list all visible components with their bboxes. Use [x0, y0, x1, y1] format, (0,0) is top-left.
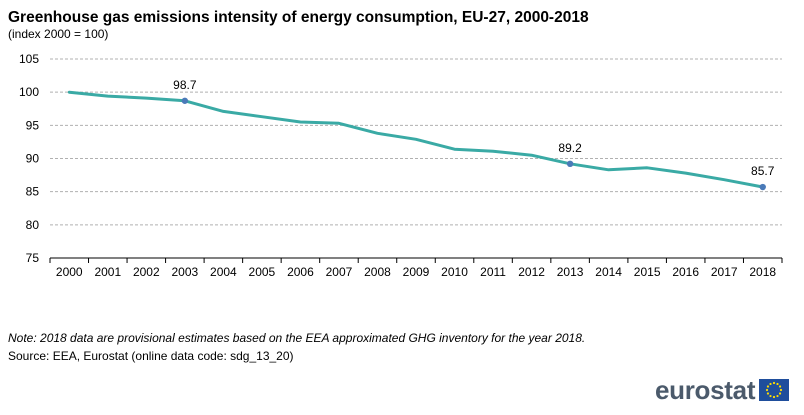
source-line: Source: EEA, Eurostat (online data code:… [8, 349, 294, 363]
flag-star [769, 382, 772, 386]
x-tick-label-2002: 2002 [133, 265, 160, 279]
y-tick-label-90: 90 [26, 152, 40, 166]
flag-star [779, 392, 782, 395]
flag-star [769, 394, 772, 398]
x-tick-label-2003: 2003 [171, 265, 198, 279]
x-tick-label-2014: 2014 [595, 265, 622, 279]
footnote: Note: 2018 data are provisional estimate… [8, 331, 586, 345]
x-tick-label-2009: 2009 [403, 265, 430, 279]
x-tick-label-2012: 2012 [518, 265, 545, 279]
data-point-2003 [181, 97, 189, 104]
y-tick-label-105: 105 [19, 52, 39, 66]
x-tick-label-2015: 2015 [634, 265, 661, 279]
x-tick-label-2005: 2005 [249, 265, 276, 279]
x-tick-label-2001: 2001 [94, 265, 121, 279]
data-point-2018 [759, 183, 766, 191]
y-tick-label-95: 95 [26, 118, 40, 132]
x-tick-label-2018: 2018 [749, 265, 776, 279]
logo-wordmark: eurostat [655, 375, 756, 405]
flag-star [767, 392, 770, 395]
data-label-2003: 98.7 [173, 78, 197, 92]
data-label-2013: 89.2 [558, 141, 582, 155]
chart-title: Greenhouse gas emissions intensity of en… [8, 9, 589, 26]
flag-star [776, 382, 779, 386]
flag-star [779, 385, 782, 388]
x-tick-label-2007: 2007 [326, 265, 353, 279]
eurostat-logo: eurostat [655, 375, 790, 405]
flag-star [767, 385, 770, 388]
gridlines [50, 58, 782, 226]
data-point-2013 [566, 160, 574, 168]
x-tick-label-2010: 2010 [441, 265, 468, 279]
x-tick-label-2017: 2017 [711, 265, 738, 279]
y-tick-label-75: 75 [26, 251, 40, 265]
flag-star [773, 381, 776, 385]
x-tick-label-2011: 2011 [480, 265, 506, 279]
flag-star [766, 388, 769, 392]
chart-subtitle: (index 2000 = 100) [8, 27, 109, 41]
x-tick-label-2004: 2004 [210, 265, 237, 279]
flag-star [773, 395, 776, 399]
data-label-2018: 85.7 [751, 164, 775, 178]
eu-flag-icon [759, 379, 790, 401]
x-tick-label-2016: 2016 [672, 265, 699, 279]
series [67, 90, 766, 191]
line-chart: 75 80 85 90 95 100 105 2000 2001 2002 2003 2004 2005… [19, 52, 783, 279]
flag-star [776, 394, 779, 398]
x-tick-label-2000: 2000 [56, 265, 83, 279]
y-tick-label-80: 80 [26, 218, 40, 232]
flag-star [780, 388, 783, 392]
x-tick-label-2008: 2008 [364, 265, 391, 279]
x-tick-label-2006: 2006 [287, 265, 314, 279]
axes: 75 80 85 90 95 100 105 2000 2001 2002 2003 2004 2005… [19, 52, 783, 279]
y-tick-label-85: 85 [26, 185, 40, 199]
data-labels: 98.7 89.2 85.7 [173, 78, 775, 178]
series-line [67, 90, 765, 189]
y-tick-label-100: 100 [19, 85, 39, 99]
x-tick-label-2013: 2013 [557, 265, 584, 279]
